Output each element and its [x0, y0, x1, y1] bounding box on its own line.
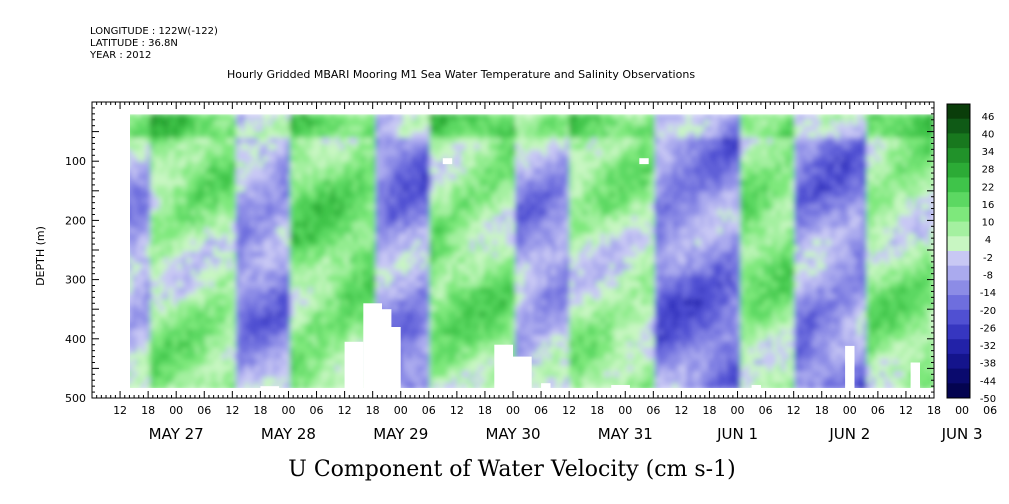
x-hour-tick-label: 12 — [225, 404, 239, 417]
x-axis: 12 18 00 06 12 18 00 06 12 18 00 06 12 18 00 06 12 18 00 06… — [91, 102, 997, 443]
colorbar-swatch — [947, 177, 970, 193]
x-hour-tick-label: 00 — [281, 404, 295, 417]
chart-title: Hourly Gridded MBARI Mooring M1 Sea Wate… — [227, 68, 696, 81]
colorbar-swatch — [947, 339, 970, 355]
x-hour-tick-label: 00 — [618, 404, 632, 417]
colorbar-tick-label: -2 — [983, 253, 993, 264]
x-hour-tick-label: 12 — [787, 404, 801, 417]
colorbar-swatch — [947, 251, 970, 267]
x-hour-tick-label: 00 — [394, 404, 408, 417]
colorbar-swatch — [947, 104, 970, 120]
colorbar-swatch — [947, 148, 970, 164]
x-date-label: MAY 27 — [149, 425, 204, 443]
colorbar-swatch — [947, 280, 970, 296]
colorbar-tick-label: 34 — [982, 147, 995, 158]
latitude-label: LATITUDE : 36.8N — [90, 38, 178, 49]
x-hour-tick-label: 06 — [197, 404, 211, 417]
x-date-label: JUN 1 — [716, 425, 758, 443]
x-date-label: MAY 31 — [598, 425, 653, 443]
x-hour-tick-label: 06 — [310, 404, 324, 417]
x-hour-tick-label: 18 — [141, 404, 155, 417]
colorbar-swatch — [947, 309, 970, 325]
colorbar-swatch — [947, 221, 970, 237]
x-date-label: MAY 29 — [373, 425, 428, 443]
colorbar-tick-label: -14 — [980, 288, 996, 299]
y-tick-label: 400 — [65, 333, 86, 346]
x-date-label: JUN 3 — [941, 425, 983, 443]
x-hour-tick-label: 18 — [478, 404, 492, 417]
x-hour-tick-label: 12 — [562, 404, 576, 417]
x-hour-tick-label: 12 — [338, 404, 352, 417]
colorbar-swatch — [947, 133, 970, 149]
x-hour-tick-label: 06 — [871, 404, 885, 417]
y-tick-label: 200 — [65, 214, 86, 227]
x-hour-tick-label: 18 — [590, 404, 604, 417]
colorbar-tick-label: -32 — [980, 341, 996, 352]
x-hour-tick-label: 06 — [983, 404, 997, 417]
colorbar-swatch — [947, 206, 970, 222]
x-hour-tick-label: 06 — [759, 404, 773, 417]
y-tick-label: 500 — [65, 392, 86, 405]
x-hour-tick-label: 18 — [366, 404, 380, 417]
colorbar-tick-label: 28 — [982, 165, 995, 176]
x-date-label: JUN 2 — [828, 425, 870, 443]
colorbar-swatch — [947, 353, 970, 369]
x-hour-tick-label: 00 — [731, 404, 745, 417]
heatmap-field — [130, 114, 934, 388]
colorbar-swatch — [947, 383, 970, 399]
x-axis-label: U Component of Water Velocity (cm s-1) — [288, 457, 735, 482]
x-hour-tick-label: 00 — [169, 404, 183, 417]
colorbar-tick-label: 16 — [982, 200, 995, 211]
x-hour-tick-label: 00 — [955, 404, 969, 417]
y-axis: 100 200 300 400 500 — [65, 101, 934, 405]
x-hour-tick-label: 00 — [843, 404, 857, 417]
x-hour-tick-label: 00 — [506, 404, 520, 417]
x-date-label: MAY 30 — [485, 425, 540, 443]
x-hour-tick-label: 06 — [646, 404, 660, 417]
colorbar-tick-label: -8 — [983, 271, 993, 282]
colorbar-tick-label: 22 — [982, 182, 995, 193]
x-hour-tick-label: 18 — [253, 404, 267, 417]
x-hour-tick-label: 06 — [422, 404, 436, 417]
x-hour-tick-label: 12 — [113, 404, 127, 417]
x-hour-tick-label: 06 — [534, 404, 548, 417]
x-hour-tick-label: 18 — [927, 404, 941, 417]
colorbar-tick-label: 4 — [985, 235, 991, 246]
colorbar-swatch — [947, 368, 970, 384]
colorbar-swatch — [947, 324, 970, 340]
colorbar-swatch — [947, 295, 970, 311]
colorbar-tick-label: 10 — [982, 218, 995, 229]
x-date-label: MAY 28 — [261, 425, 316, 443]
year-label: YEAR : 2012 — [90, 50, 152, 61]
colorbar-tick-label: -44 — [980, 376, 996, 387]
y-tick-label: 100 — [65, 155, 86, 168]
y-tick-label: 300 — [65, 274, 86, 287]
colorbar-tick-label: 40 — [982, 129, 995, 140]
x-hour-tick-label: 18 — [702, 404, 716, 417]
colorbar-swatch — [947, 192, 970, 208]
x-hour-tick-label: 12 — [674, 404, 688, 417]
colorbar-swatch — [947, 162, 970, 178]
colorbar-swatch — [947, 265, 970, 281]
colorbar-tick-label: -20 — [980, 306, 996, 317]
longitude-label: LONGITUDE : 122W(-122) — [90, 26, 218, 37]
colorbar: 46 40 34 28 22 16 10 4 -2 -8 -14 -20 -26 -32 -38 -44 -50 — [946, 103, 996, 405]
colorbar-swatch — [947, 118, 970, 134]
x-hour-tick-label: 18 — [815, 404, 829, 417]
colorbar-tick-label: 46 — [982, 112, 995, 123]
colorbar-tick-label: -38 — [980, 359, 996, 370]
x-hour-tick-label: 12 — [450, 404, 464, 417]
colorbar-tick-label: -26 — [980, 323, 996, 334]
colorbar-tick-label: -50 — [980, 394, 996, 405]
x-hour-tick-label: 12 — [899, 404, 913, 417]
y-axis-label: DEPTH (m) — [34, 226, 47, 286]
colorbar-swatch — [947, 236, 970, 252]
